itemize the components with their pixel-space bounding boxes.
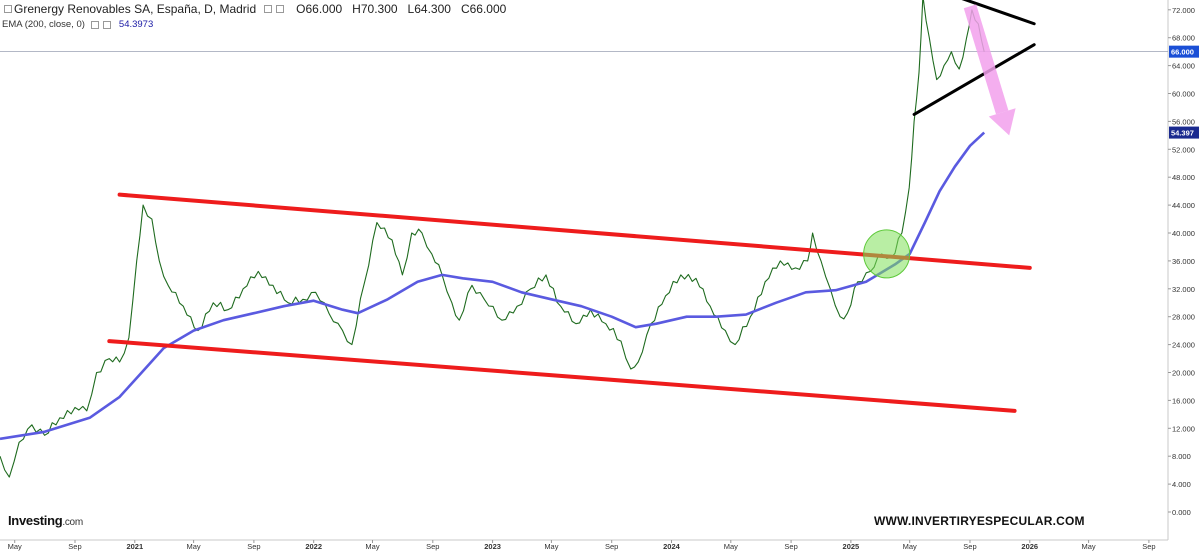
open-label: O <box>296 2 306 16</box>
down-arrow-head <box>988 108 1016 136</box>
watermark-text: WWW.INVERTIRYESPECULAR.COM <box>874 514 1085 528</box>
x-tick-label: 2026 <box>1021 542 1038 551</box>
x-tick-label: May <box>8 542 22 551</box>
channel-lower-line <box>107 339 1017 413</box>
y-tick-label: 24.000 <box>1172 341 1195 350</box>
x-tick-label: 2025 <box>843 542 860 551</box>
x-tick-label: 2022 <box>305 542 322 551</box>
triangle-lower-line <box>912 43 1036 116</box>
y-tick-label: 8.000 <box>1172 452 1191 461</box>
y-tick-label: 0.000 <box>1172 508 1191 517</box>
down-arrow-shaft <box>963 4 1009 115</box>
low-value: 64.300 <box>414 2 451 16</box>
y-tick-label: 60.000 <box>1172 90 1195 99</box>
high-value: 70.300 <box>360 2 398 16</box>
indicator-close-icon[interactable] <box>102 20 111 29</box>
x-tick-label: Sep <box>784 542 797 551</box>
x-tick-label: May <box>544 542 558 551</box>
x-tick-label: Sep <box>963 542 976 551</box>
x-tick-label: May <box>903 542 917 551</box>
x-tick-label: Sep <box>605 542 618 551</box>
open-value: 66.000 <box>305 2 343 16</box>
y-tick-label: 28.000 <box>1172 313 1195 322</box>
instrument-title: Grenergy Renovables SA, España, D, Madri… <box>14 2 257 16</box>
y-tick-label: 40.000 <box>1172 229 1195 238</box>
y-tick-label: 44.000 <box>1172 201 1195 210</box>
triangle-upper-line <box>961 0 1036 26</box>
plot-area <box>0 0 1168 540</box>
breakout-highlight-circle <box>863 229 911 279</box>
y-tick-label: 16.000 <box>1172 396 1195 405</box>
y-tick-label: 32.000 <box>1172 285 1195 294</box>
x-tick-label: Sep <box>1142 542 1155 551</box>
y-tick-label: 4.000 <box>1172 480 1191 489</box>
x-tick-label: 2023 <box>484 542 501 551</box>
close-label: C <box>460 2 470 16</box>
x-tick-label: May <box>1082 542 1096 551</box>
collapse-icon[interactable] <box>4 5 12 13</box>
chart-header: Grenergy Renovables SA, España, D, Madri… <box>2 2 506 16</box>
y-tick-label: 12.000 <box>1172 424 1195 433</box>
low-label: L <box>407 2 415 16</box>
settings-icon[interactable] <box>264 5 273 13</box>
ema-value-tag: 54.397 <box>1171 129 1194 138</box>
indicator-settings-icon[interactable] <box>90 20 99 29</box>
y-tick-label: 36.000 <box>1172 257 1195 266</box>
x-tick-label: May <box>187 542 201 551</box>
indicator-name: EMA (200, close, 0) <box>2 19 85 30</box>
x-tick-label: 2024 <box>663 542 681 551</box>
high-label: H <box>352 2 361 16</box>
y-tick-label: 48.000 <box>1172 173 1195 182</box>
y-tick-label: 68.000 <box>1172 34 1195 43</box>
close-value: 66.000 <box>469 2 507 16</box>
x-tick-label: 2021 <box>126 542 143 551</box>
x-tick-label: Sep <box>247 542 260 551</box>
x-tick-label: May <box>365 542 379 551</box>
price-series-line <box>0 0 985 478</box>
close-icon[interactable] <box>276 5 285 13</box>
x-tick-label: May <box>724 542 738 551</box>
y-tick-label: 20.000 <box>1172 369 1195 378</box>
last-price-tag-bg <box>1169 45 1199 58</box>
investing-logo: Investing.com <box>8 513 83 528</box>
x-tick-label: Sep <box>426 542 439 551</box>
indicator-value: 54.3973 <box>118 19 154 30</box>
y-tick-label: 56.000 <box>1172 117 1195 126</box>
x-tick-label: Sep <box>68 542 81 551</box>
y-tick-label: 64.000 <box>1172 62 1195 71</box>
ema-value-tag-bg <box>1169 126 1199 139</box>
last-price-tag: 66.000 <box>1171 48 1194 57</box>
y-tick-label: 52.000 <box>1172 145 1195 154</box>
y-tick-label: 72.000 <box>1172 6 1195 15</box>
indicator-header: EMA (200, close, 0) 54.3973 <box>2 19 153 30</box>
